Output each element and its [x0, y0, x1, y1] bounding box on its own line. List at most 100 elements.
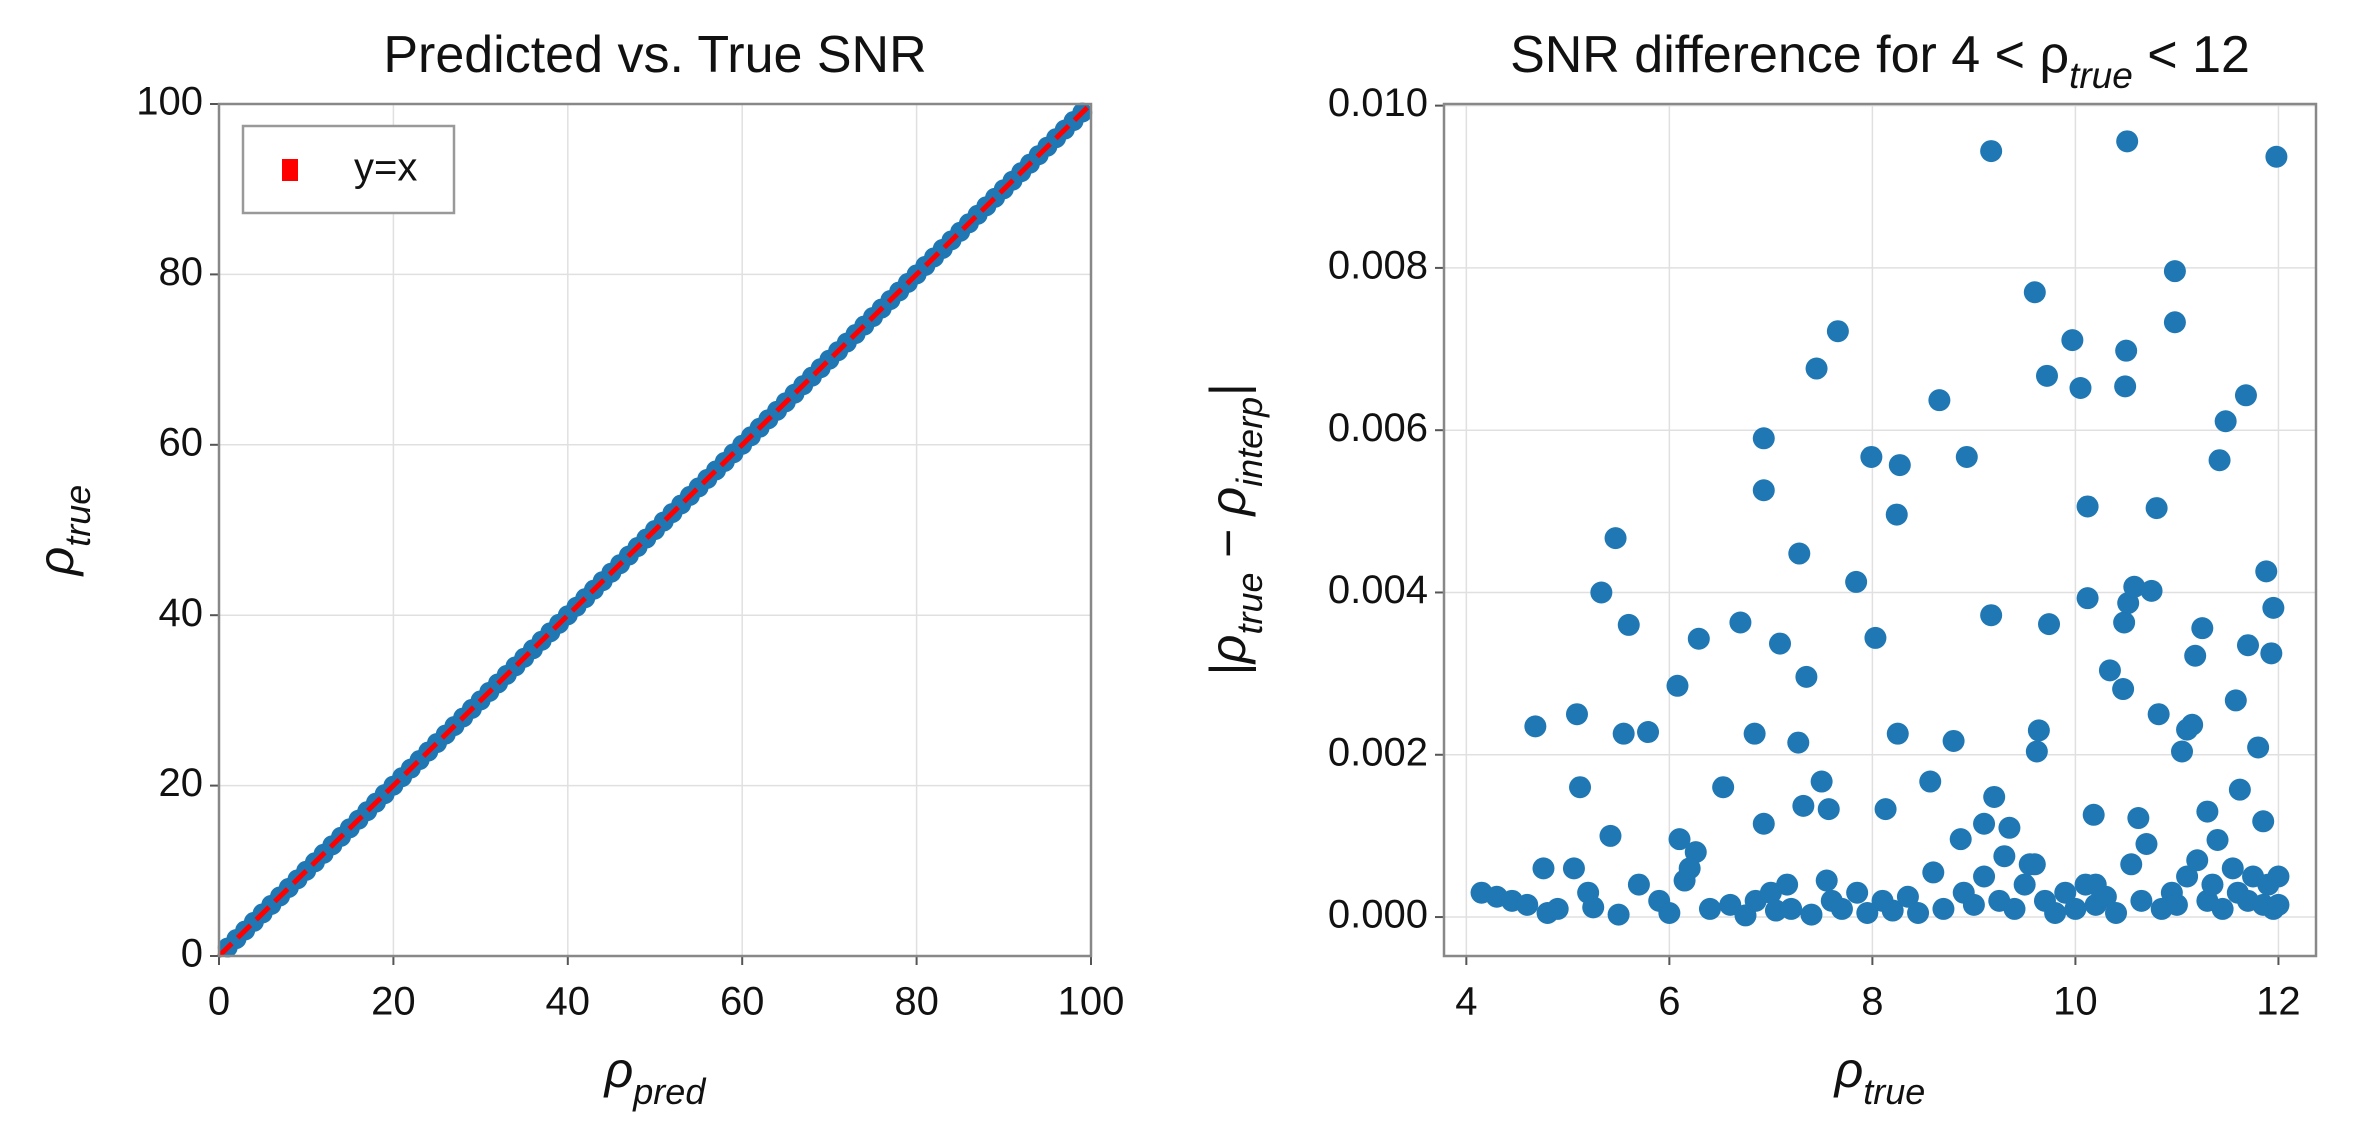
point: [2201, 873, 2224, 896]
x-axis-label: ρpred: [603, 1042, 707, 1112]
y-tick-label: 60: [159, 420, 204, 464]
point: [1980, 604, 2003, 627]
y-axis-label-part: true: [57, 485, 98, 547]
point: [2247, 736, 2270, 759]
point: [1860, 445, 1883, 468]
y-tick-label: 0.006: [1328, 406, 1428, 450]
y-tick-label: 0.010: [1328, 81, 1428, 125]
point: [2214, 410, 2237, 433]
point: [2130, 889, 2153, 912]
y-tick-label: 80: [159, 250, 204, 294]
point: [2035, 364, 2058, 387]
point: [1627, 873, 1650, 896]
point: [1532, 857, 1555, 880]
point: [2163, 260, 2186, 283]
point: [1752, 427, 1775, 450]
point: [1752, 479, 1775, 502]
point: [2013, 873, 2036, 896]
point: [2267, 865, 2290, 888]
point: [1729, 611, 1752, 634]
chart-title-part: true: [2069, 55, 2133, 96]
point: [1886, 722, 1909, 745]
point: [2145, 497, 2168, 520]
point: [1922, 861, 1945, 884]
point: [1795, 665, 1818, 688]
point: [1666, 674, 1689, 697]
point: [2211, 897, 2234, 920]
point: [2165, 893, 2188, 916]
x-tick-label: 6: [1658, 980, 1680, 1024]
point: [1612, 722, 1635, 745]
point: [2116, 130, 2139, 153]
x-tick-label: 20: [371, 980, 416, 1024]
x-tick-label: 12: [2256, 980, 2301, 1024]
point: [1776, 873, 1799, 896]
point: [1888, 454, 1911, 477]
point: [2196, 800, 2219, 823]
point: [2064, 897, 2087, 920]
point: [1942, 729, 1965, 752]
point: [1998, 816, 2021, 839]
point: [1604, 527, 1627, 550]
chart-title-part: Predicted vs. True SNR: [383, 26, 926, 84]
point: [2027, 719, 2050, 742]
point: [2120, 853, 2143, 876]
point: [1743, 722, 1766, 745]
x-axis-label-part: true: [1863, 1071, 1925, 1112]
y-axis-label-part: |: [1200, 384, 1257, 397]
point: [1590, 581, 1613, 604]
point: [2069, 377, 2092, 399]
point: [1874, 798, 1897, 821]
point: [2082, 803, 2105, 826]
y-axis-label-part: interp: [1229, 397, 1270, 487]
y-axis-label-part: ρ: [28, 547, 84, 578]
point: [2140, 579, 2163, 602]
point: [1980, 140, 2003, 163]
point: [2054, 881, 2077, 904]
point: [1617, 613, 1640, 636]
point: [1788, 542, 1811, 565]
point: [2171, 740, 2194, 763]
chart-title-part: SNR difference for 4 < ρ: [1510, 26, 2069, 84]
point: [2135, 833, 2158, 856]
point: [1787, 731, 1810, 754]
y-axis-label-part: − ρ: [1200, 487, 1256, 573]
point: [2236, 634, 2259, 657]
point: [1973, 812, 1996, 835]
point: [2038, 613, 2061, 636]
point: [1885, 503, 1908, 526]
point: [2044, 901, 2067, 924]
point: [2224, 689, 2247, 712]
y-tick-label: 0: [181, 932, 203, 976]
y-axis-label: |ρtrue − ρinterp|: [1200, 384, 1270, 676]
point: [2076, 587, 2099, 610]
point: [1856, 901, 1879, 924]
y-tick-label: 40: [159, 591, 204, 635]
point: [2115, 339, 2138, 362]
y-tick-label: 0.004: [1328, 568, 1428, 612]
point: [1565, 703, 1588, 726]
point: [2127, 807, 2150, 830]
point: [2123, 575, 2146, 598]
point: [1983, 785, 2006, 808]
point: [1698, 897, 1721, 920]
point: [2023, 853, 2046, 876]
point: [1826, 320, 1849, 343]
point: [1845, 570, 1868, 593]
point: [1569, 776, 1592, 799]
point: [1769, 632, 1792, 655]
point: [2098, 659, 2121, 682]
y-axis-label-part: |ρ: [1200, 635, 1257, 677]
point: [1846, 881, 1869, 904]
y-tick-label: 20: [159, 761, 204, 805]
point: [1780, 897, 1803, 920]
point: [2260, 642, 2283, 665]
point: [1932, 897, 1955, 920]
chart-title: Predicted vs. True SNR: [383, 26, 926, 84]
point: [1881, 899, 1904, 922]
y-tick-label: 0.002: [1328, 730, 1428, 774]
point: [1949, 828, 1972, 851]
point: [1810, 770, 1833, 793]
